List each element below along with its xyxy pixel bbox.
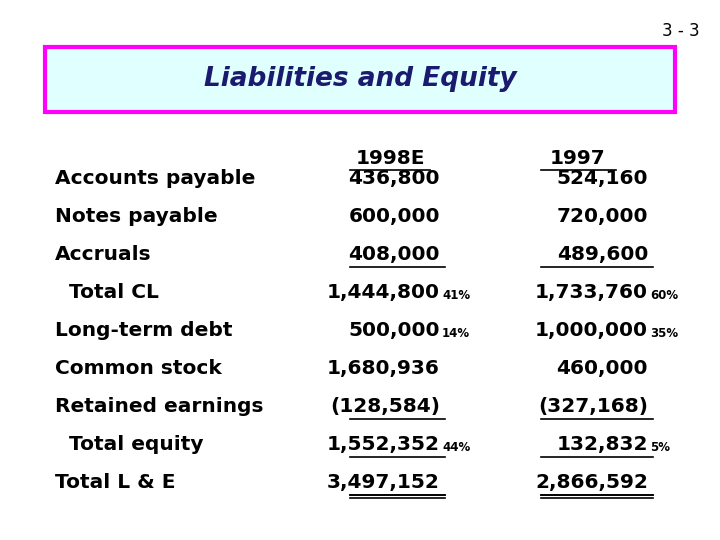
Text: 600,000: 600,000 [348,207,440,226]
Text: 5%: 5% [650,441,670,454]
Text: Total equity: Total equity [55,435,204,454]
Text: 720,000: 720,000 [557,207,648,226]
Text: 436,800: 436,800 [348,169,440,188]
Text: Notes payable: Notes payable [55,207,217,226]
Text: 500,000: 500,000 [348,321,440,340]
Text: Retained earnings: Retained earnings [55,397,264,416]
Text: 408,000: 408,000 [348,245,440,264]
Text: 35%: 35% [650,327,678,340]
Text: 3 - 3: 3 - 3 [662,22,700,40]
Text: 41%: 41% [442,289,470,302]
Text: Total L & E: Total L & E [55,473,176,492]
Text: Liabilities and Equity: Liabilities and Equity [204,66,516,92]
Text: 524,160: 524,160 [557,169,648,188]
Text: 1,444,800: 1,444,800 [327,283,440,302]
Text: 1,552,352: 1,552,352 [327,435,440,454]
Text: 60%: 60% [650,289,678,302]
Text: 1,733,760: 1,733,760 [535,283,648,302]
Text: 14%: 14% [442,327,470,340]
Text: (128,584): (128,584) [330,397,440,416]
Text: 132,832: 132,832 [557,435,648,454]
Text: (327,168): (327,168) [538,397,648,416]
Text: Accruals: Accruals [55,245,152,264]
Text: Accounts payable: Accounts payable [55,169,256,188]
Text: 489,600: 489,600 [557,245,648,264]
Text: 2,866,592: 2,866,592 [535,473,648,492]
Bar [45,47,675,112]
Text: 1,000,000: 1,000,000 [535,321,648,340]
Text: 1997: 1997 [550,149,606,168]
Text: 1998E: 1998E [355,149,425,168]
Text: 3,497,152: 3,497,152 [327,473,440,492]
Text: Total CL: Total CL [55,283,159,302]
Text: 460,000: 460,000 [557,359,648,378]
Text: 1,680,936: 1,680,936 [327,359,440,378]
Text: Common stock: Common stock [55,359,222,378]
Text: 44%: 44% [442,441,470,454]
Text: Long-term debt: Long-term debt [55,321,233,340]
